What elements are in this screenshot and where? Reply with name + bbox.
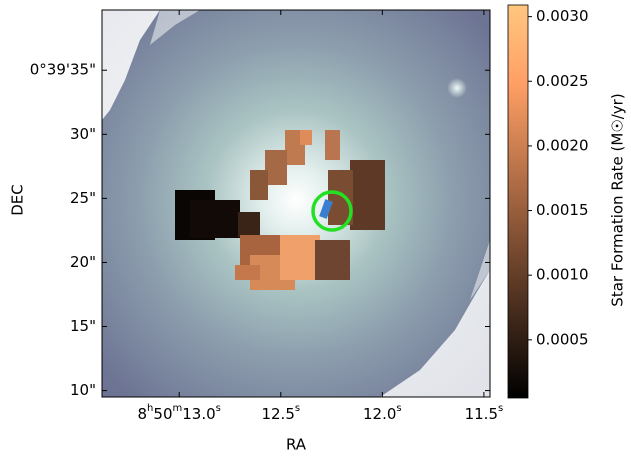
x-tick-label: 12.5s xyxy=(261,403,300,423)
x-tick-label: 11.5s xyxy=(465,403,504,423)
y-axis-label: DEC xyxy=(9,184,27,216)
x-tick-label: 8h50m13.0s xyxy=(138,403,221,423)
colorbar-tick-label: 0.0025 xyxy=(536,72,589,90)
colorbar-tick-label: 0.0020 xyxy=(536,136,589,154)
y-tick-label: 20" xyxy=(70,253,96,271)
x-axis-label: RA xyxy=(286,436,307,454)
y-tick-label: 0°39'35" xyxy=(30,61,96,79)
y-tick-label: 25" xyxy=(70,189,96,207)
image xyxy=(102,10,490,397)
colorbar-tick-label: 0.0005 xyxy=(536,330,589,348)
y-tick-label: 30" xyxy=(70,125,96,143)
colorbar-tick-label: 0.0030 xyxy=(536,7,589,25)
y-tick-label: 15" xyxy=(70,317,96,335)
colorbar-tick-label: 0.0015 xyxy=(536,201,589,219)
y-tick-label: 10" xyxy=(70,381,96,399)
colorbar-tick-label: 0.0010 xyxy=(536,266,589,284)
axes-frame xyxy=(101,9,491,398)
x-tick-label: 12.0s xyxy=(363,403,402,423)
colorbar xyxy=(507,4,529,399)
region-marker xyxy=(311,190,353,232)
colorbar-label: Star Formation Rate (M☉/yr) xyxy=(609,93,627,306)
